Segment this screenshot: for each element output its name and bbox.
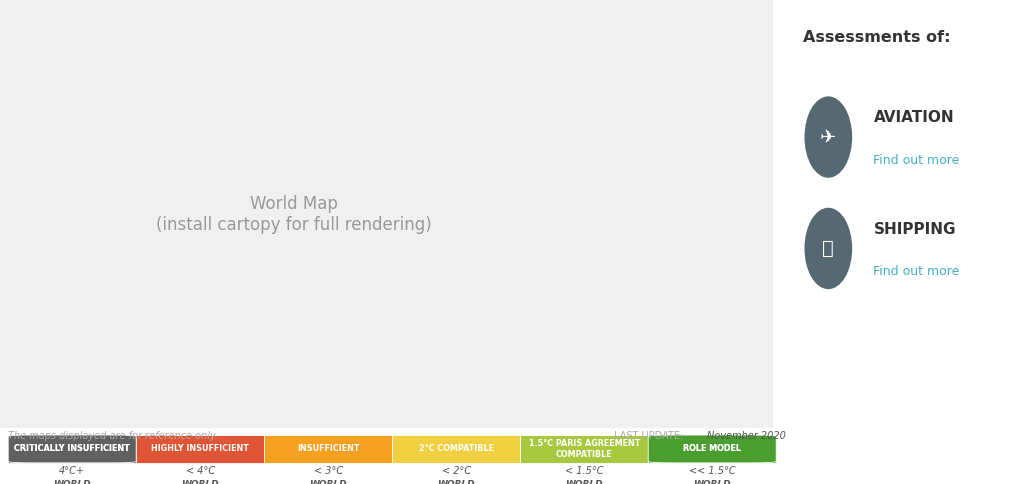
Text: 4°C+: 4°C+	[59, 466, 85, 476]
Text: WORLD: WORLD	[437, 480, 475, 484]
Circle shape	[805, 208, 852, 289]
Text: WORLD: WORLD	[565, 480, 603, 484]
Text: WORLD: WORLD	[181, 480, 219, 484]
Text: Assessments of:: Assessments of:	[803, 30, 950, 45]
Text: 1.5°C PARIS AGREEMENT
COMPATIBLE: 1.5°C PARIS AGREEMENT COMPATIBLE	[528, 439, 640, 459]
Text: < 2°C: < 2°C	[441, 466, 471, 476]
FancyBboxPatch shape	[648, 435, 776, 463]
Text: The maps displayed are for reference only.: The maps displayed are for reference onl…	[8, 431, 218, 441]
Circle shape	[805, 96, 852, 178]
FancyBboxPatch shape	[136, 435, 264, 463]
Text: ROLE MODEL: ROLE MODEL	[683, 444, 741, 454]
Text: WORLD: WORLD	[53, 480, 91, 484]
Text: World Map
(install cartopy for full rendering): World Map (install cartopy for full rend…	[156, 195, 432, 234]
Text: CRITICALLY INSUFFICIENT: CRITICALLY INSUFFICIENT	[14, 444, 130, 454]
Text: WORLD: WORLD	[693, 480, 731, 484]
Text: < 3°C: < 3°C	[313, 466, 343, 476]
Text: INSUFFICIENT: INSUFFICIENT	[297, 444, 359, 454]
Text: < 1.5°C: < 1.5°C	[565, 466, 603, 476]
Text: 2°C COMPATIBLE: 2°C COMPATIBLE	[419, 444, 494, 454]
FancyBboxPatch shape	[392, 435, 520, 463]
Text: LAST UPDATE:: LAST UPDATE:	[614, 431, 684, 441]
Text: WORLD: WORLD	[309, 480, 347, 484]
Text: Find out more: Find out more	[873, 154, 959, 167]
Text: ✈: ✈	[820, 128, 837, 147]
Text: November 2020: November 2020	[707, 431, 785, 441]
Text: AVIATION: AVIATION	[873, 110, 954, 125]
Text: ROLE MODEL: ROLE MODEL	[683, 444, 741, 454]
FancyBboxPatch shape	[8, 435, 136, 463]
Text: HIGHLY INSUFFICIENT: HIGHLY INSUFFICIENT	[152, 444, 249, 454]
Text: < 4°C: < 4°C	[185, 466, 215, 476]
Text: ⛴: ⛴	[822, 239, 835, 258]
Text: SHIPPING: SHIPPING	[873, 222, 956, 237]
Text: CRITICALLY INSUFFICIENT: CRITICALLY INSUFFICIENT	[14, 444, 130, 454]
FancyBboxPatch shape	[520, 435, 648, 463]
FancyBboxPatch shape	[648, 435, 776, 463]
Text: << 1.5°C: << 1.5°C	[689, 466, 735, 476]
FancyBboxPatch shape	[8, 435, 136, 463]
Text: Find out more: Find out more	[873, 266, 959, 278]
FancyBboxPatch shape	[264, 435, 392, 463]
